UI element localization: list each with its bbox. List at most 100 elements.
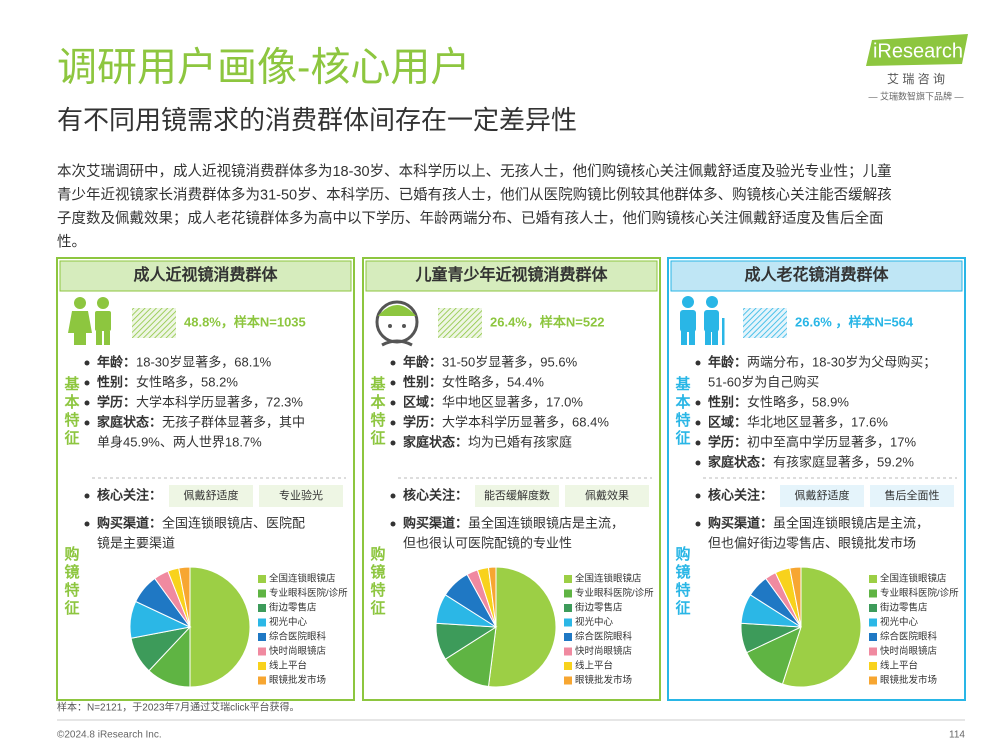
legend-label: 专业眼科医院/诊所 [575, 587, 654, 599]
footnote: 样本：N=2121，于2023年7月通过艾瑞click平台获得。 [57, 701, 300, 714]
pie-slice [444, 626, 497, 688]
intro-line: 青少年近视镜家长消费群体多为31-50岁、本科学历、已婚有孩人士，他们从医院购镜… [57, 185, 892, 203]
pie-slice [178, 566, 191, 628]
pie-slice [487, 566, 557, 688]
feature-label: 学历： [708, 434, 747, 449]
share-stat: 48.8%，样本N=1035 [184, 314, 306, 329]
vertical-label-char: 征 [64, 599, 79, 617]
feature-label: 家庭状态： [403, 434, 468, 449]
channel-label: 购买渠道： [708, 515, 773, 530]
focus-tag-text: 佩戴效果 [585, 488, 629, 502]
logo-tag: — 艾瑞数智旗下品牌 — [868, 90, 963, 101]
feature-text: 女性略多，54.4% [442, 374, 544, 389]
feature-label: 性别： [708, 394, 747, 409]
legend-label: 综合医院眼科 [269, 631, 327, 643]
feature-text: 华中地区显著多，17.0% [442, 394, 583, 409]
share-stat: 26.6% ，样本N=564 [795, 314, 914, 329]
legend-label: 线上平台 [880, 660, 918, 672]
legend-swatch [258, 647, 266, 656]
bullet [390, 493, 396, 499]
legend-swatch [869, 589, 877, 598]
intro-line: 性。 [57, 233, 86, 250]
adult-icon [68, 297, 111, 345]
bullet [84, 400, 90, 406]
legend-label: 综合医院眼科 [575, 631, 633, 643]
logo-bg [866, 34, 968, 66]
focus-tag-text: 售后全面性 [885, 488, 940, 502]
bullet [390, 521, 396, 527]
focus-tag [475, 485, 559, 507]
feature-label: 年龄： [708, 354, 747, 369]
legend-swatch [869, 618, 877, 627]
vertical-label-char: 镜 [370, 563, 385, 581]
feature-label: 区域： [403, 394, 442, 409]
panel [56, 257, 355, 701]
hatch-box [438, 308, 482, 338]
legend-label: 视光中心 [880, 616, 919, 628]
feature-text: 女性略多，58.2% [136, 374, 238, 389]
feature-text: 有孩家庭显著多，59.2% [773, 454, 914, 469]
channel-text: 镜是主要渠道 [97, 535, 175, 550]
feature-text: 均为已婚有孩家庭 [468, 434, 572, 449]
vertical-label-char: 本 [64, 393, 79, 411]
legend-label: 视光中心 [575, 616, 614, 628]
vertical-label-char: 征 [64, 429, 79, 447]
panel-header [670, 260, 963, 292]
feature-label: 家庭状态： [708, 454, 773, 469]
vertical-label-char: 征 [675, 429, 690, 447]
focus-tag [780, 485, 864, 507]
channel-text: 全国连锁眼镜店、医院配 [162, 515, 305, 530]
legend-swatch [564, 604, 572, 612]
feature-text: 31-50岁显著多，95.6% [442, 354, 578, 369]
legend-label: 街边零售店 [880, 602, 928, 614]
panel [667, 257, 966, 701]
vertical-label-char: 征 [370, 429, 385, 447]
legend-label: 线上平台 [575, 660, 613, 672]
channel-label: 购买渠道： [97, 515, 162, 530]
legend-label: 快时尚眼镜店 [880, 645, 937, 657]
legend-swatch [564, 575, 572, 583]
hatch-box [132, 308, 176, 338]
feature-text: 18-30岁显著多，68.1% [136, 354, 272, 369]
legend-label: 快时尚眼镜店 [269, 645, 326, 657]
focus-label: 核心关注： [708, 487, 773, 502]
vertical-label-char: 镜 [675, 563, 690, 581]
legend-swatch [869, 575, 877, 583]
vertical-label-char: 特 [64, 411, 79, 429]
legend-label: 视光中心 [269, 616, 308, 628]
bullet [390, 420, 396, 426]
legend-label: 综合医院眼科 [880, 631, 938, 643]
feature-label: 性别： [403, 374, 442, 389]
legend-swatch [564, 662, 572, 670]
logo: iResearch [873, 40, 963, 62]
legend-swatch [869, 647, 877, 656]
legend-swatch [258, 589, 266, 598]
bullet [695, 460, 701, 466]
bullet [84, 380, 90, 386]
vertical-label-char: 购 [370, 545, 385, 563]
feature-text: 大学本科学历显著多，68.4% [442, 414, 609, 429]
legend-label: 街边零售店 [269, 602, 317, 614]
vertical-label-char: 特 [370, 581, 385, 599]
focus-tag [565, 485, 649, 507]
feature-label: 年龄： [97, 354, 136, 369]
feature-text: 单身45.9%、两人世界18.7% [97, 434, 262, 449]
legend-label: 眼镜批发市场 [575, 674, 632, 686]
hatch-box [743, 308, 787, 338]
focus-tag [169, 485, 253, 507]
vertical-label-char: 基 [674, 375, 691, 393]
legend-label: 街边零售店 [575, 602, 623, 614]
bullet [390, 440, 396, 446]
focus-label: 核心关注： [403, 487, 468, 502]
panel-title: 儿童青少年近视镜消费群体 [414, 265, 608, 284]
pie-slice [487, 566, 497, 628]
panel [362, 257, 661, 701]
feature-text: 女性略多，58.9% [747, 394, 849, 409]
bullet [390, 400, 396, 406]
bullet [390, 380, 396, 386]
focus-tag-text: 佩戴舒适度 [184, 488, 239, 502]
focus-tag [870, 485, 954, 507]
channel-text: 但也很认可医院配镜的专业性 [403, 535, 572, 550]
bullet [84, 493, 90, 499]
